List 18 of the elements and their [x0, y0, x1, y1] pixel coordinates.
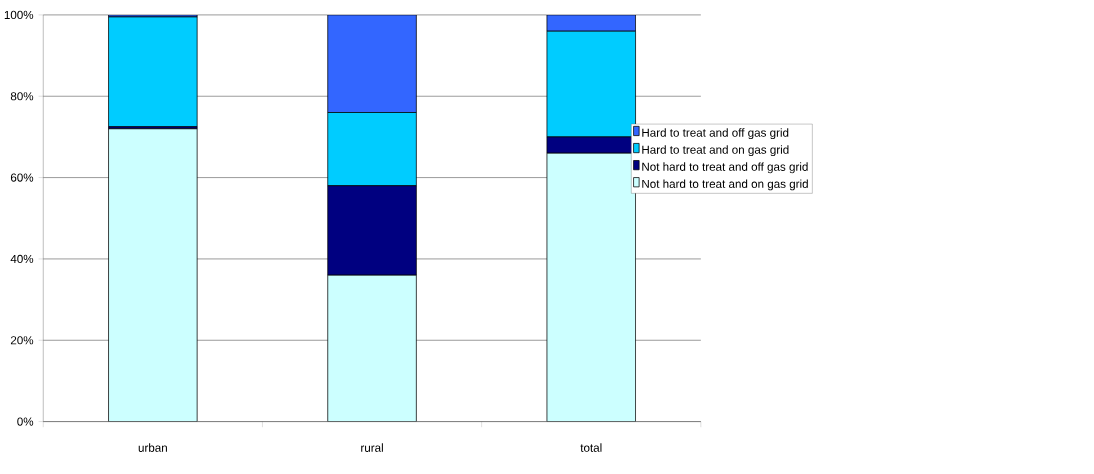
- x-tick-label: urban: [138, 443, 167, 452]
- y-tick-label: 100%: [4, 10, 34, 20]
- legend-label: Not hard to treat and on gas grid: [642, 179, 808, 191]
- y-tick-label: 20%: [10, 336, 34, 345]
- legend-label: Not hard to treat and off gas grid: [642, 162, 808, 174]
- y-tick-label: 60%: [10, 173, 34, 182]
- y-tick-label: 80%: [10, 92, 34, 101]
- y-tick-label: 40%: [10, 254, 34, 264]
- bar: [327, 274, 417, 422]
- x-tick-label: rural: [361, 443, 383, 452]
- bar: [546, 14, 636, 32]
- legend-label: Hard to treat and on gas grid: [642, 145, 789, 157]
- bar: [327, 14, 417, 113]
- y-tick-label: 0%: [17, 417, 34, 426]
- legend-label: Hard to treat and off gas grid: [642, 128, 789, 140]
- x-tick-label: total: [580, 443, 602, 452]
- bar: [108, 128, 198, 422]
- bar: [546, 152, 636, 422]
